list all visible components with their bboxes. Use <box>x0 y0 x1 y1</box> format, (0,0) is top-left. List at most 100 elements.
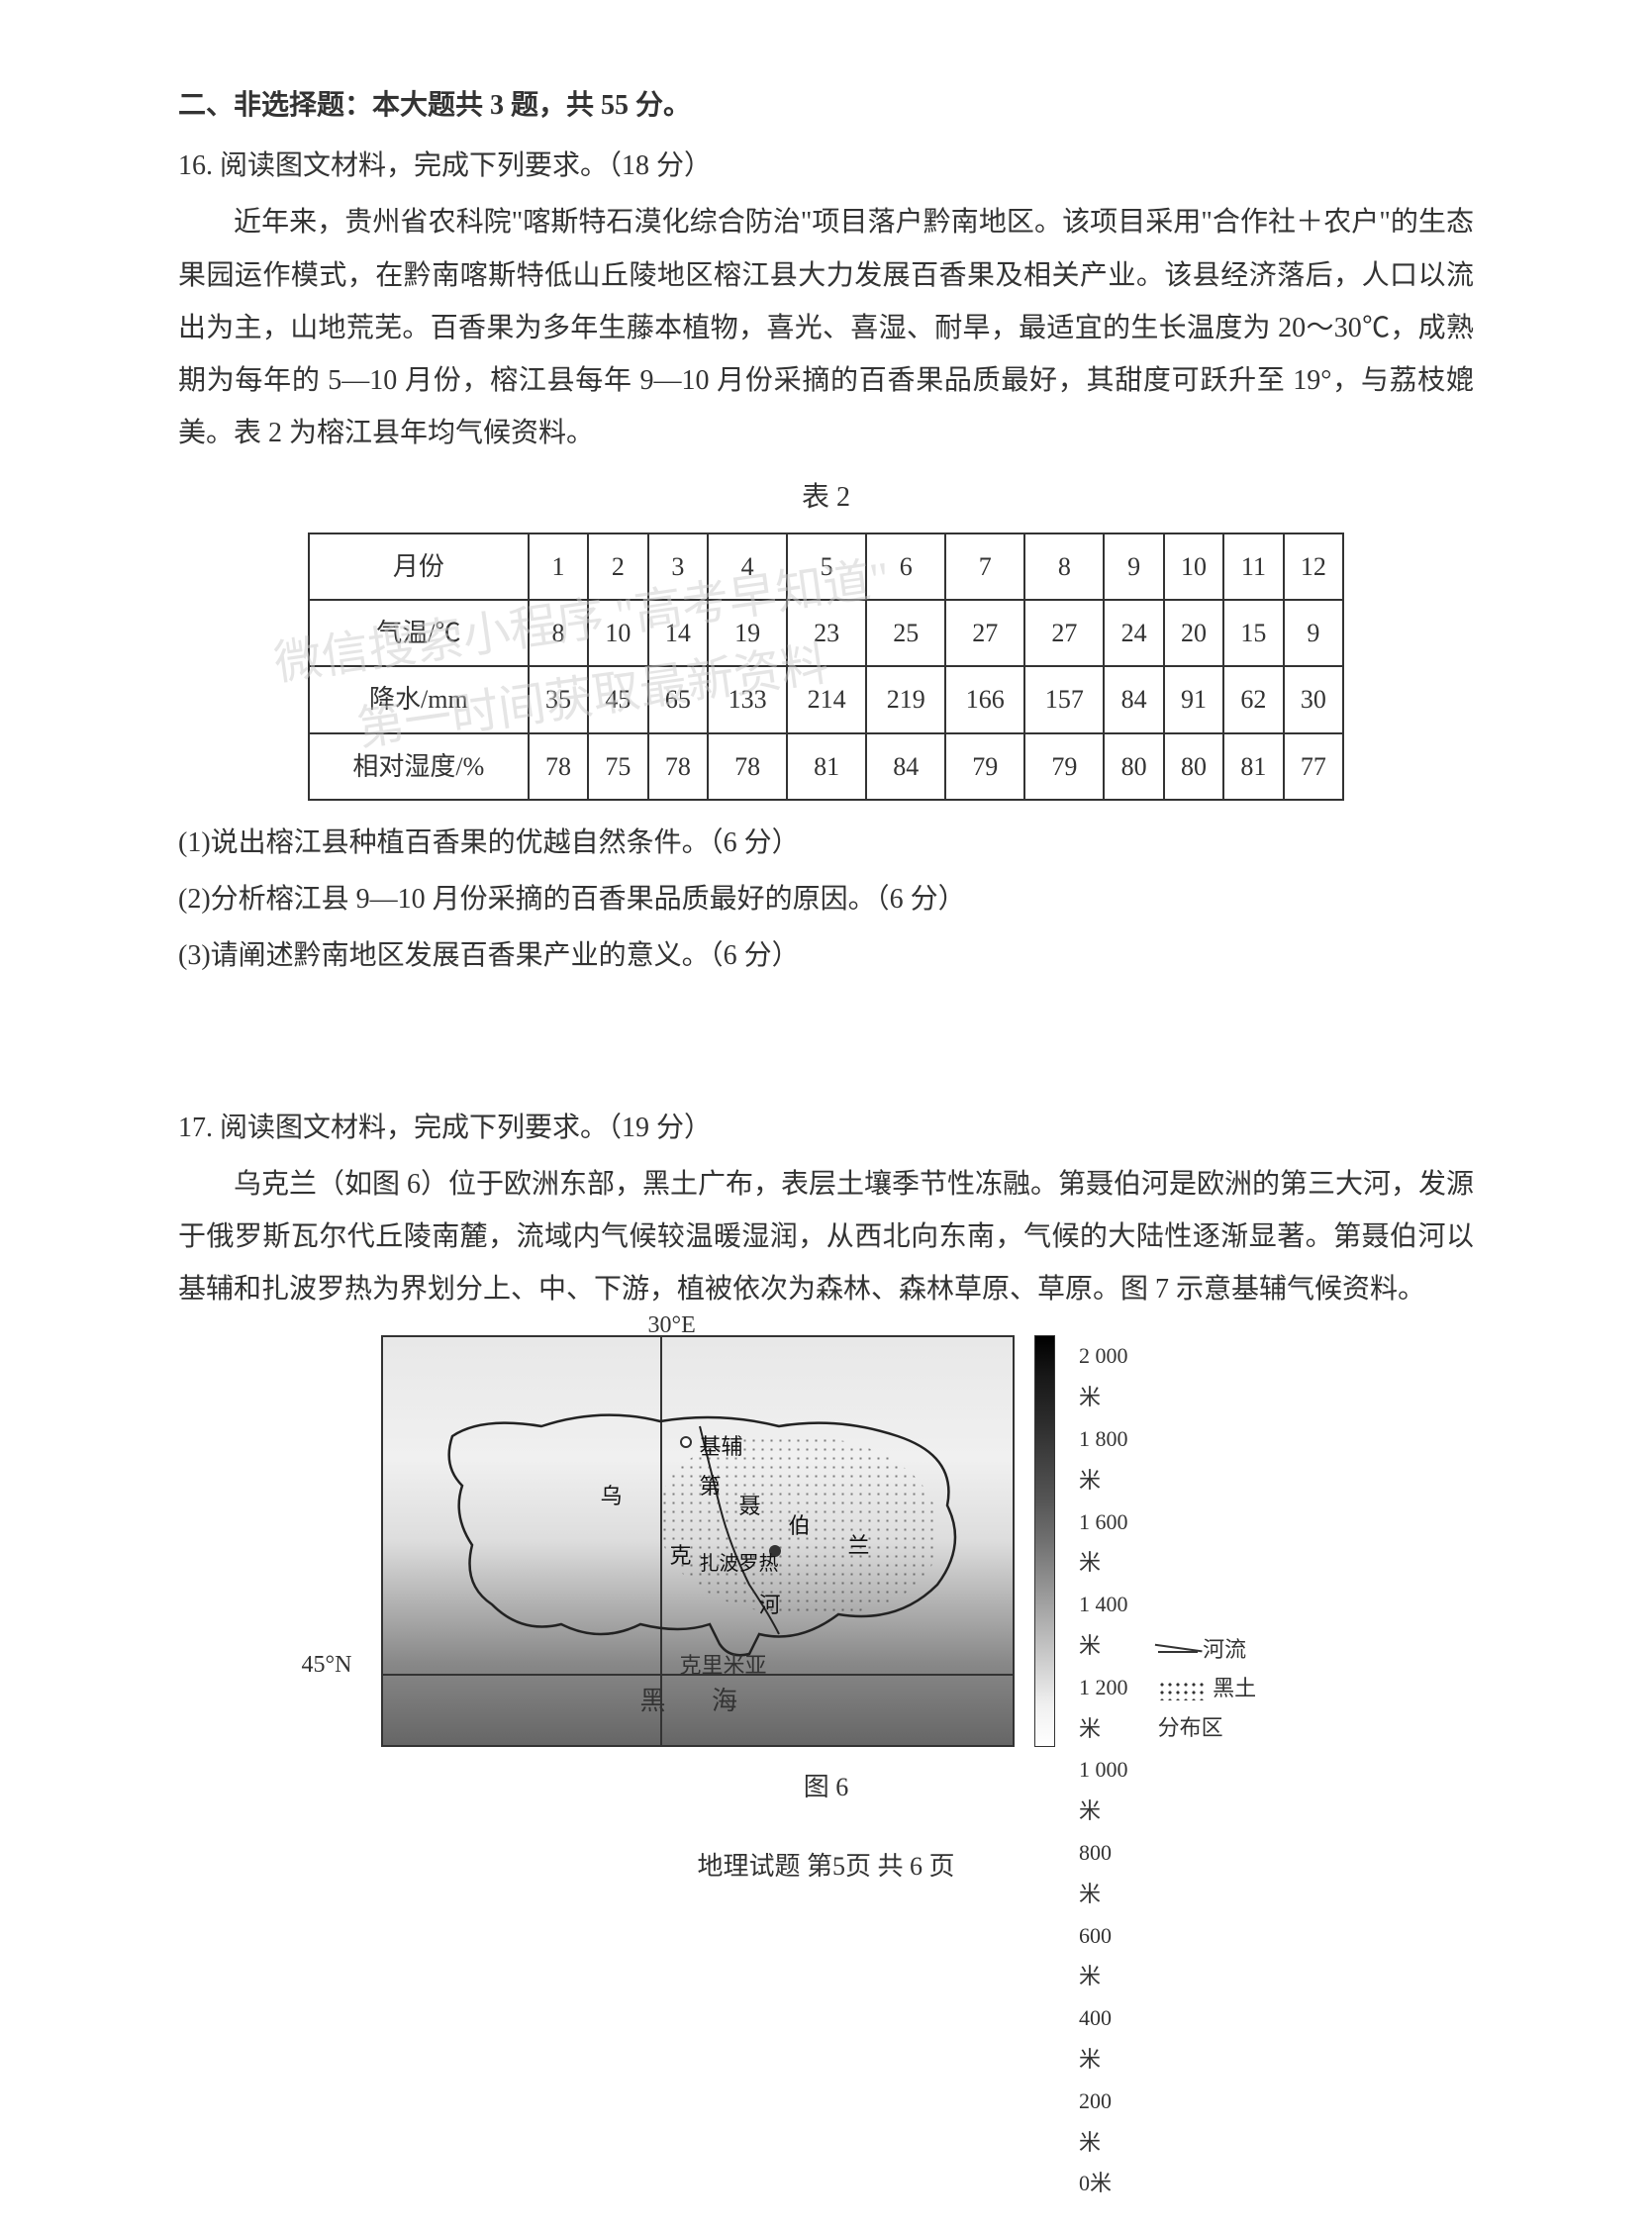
td: 23 <box>787 600 866 666</box>
td: 80 <box>1164 733 1223 800</box>
th: 10 <box>1164 533 1223 600</box>
td: 157 <box>1024 666 1104 732</box>
td: 78 <box>648 733 708 800</box>
country-char-1: 乌 <box>601 1476 623 1517</box>
td: 25 <box>866 600 945 666</box>
th: 2 <box>588 533 647 600</box>
dnieper-char-1: 第 <box>700 1466 722 1507</box>
elev-label: 600米 <box>1079 1915 1128 1998</box>
td: 75 <box>588 733 647 800</box>
td: 45 <box>588 666 647 732</box>
th: 12 <box>1284 533 1343 600</box>
elev-label: 400米 <box>1079 1997 1128 2081</box>
elev-label: 800米 <box>1079 1832 1128 1915</box>
td: 30 <box>1284 666 1343 732</box>
td: 81 <box>787 733 866 800</box>
elev-label: 1 200米 <box>1079 1667 1128 1750</box>
td: 8 <box>529 600 588 666</box>
ukraine-map: 基辅 乌 克 兰 第 聂 伯 河 扎波罗热 克里米亚 黑 海 <box>381 1335 1015 1747</box>
th: 1 <box>529 533 588 600</box>
td: 27 <box>945 600 1024 666</box>
section-header: 二、非选择题：本大题共 3 题，共 55 分。 <box>178 79 1474 132</box>
th: 9 <box>1104 533 1163 600</box>
td: 35 <box>529 666 588 732</box>
td: 14 <box>648 600 708 666</box>
elev-label: 0米 <box>1079 2163 1128 2204</box>
td: 77 <box>1284 733 1343 800</box>
td: 80 <box>1104 733 1163 800</box>
td: 78 <box>529 733 588 800</box>
q16-sub3: (3)请阐述黔南地区发展百香果产业的意义。（6 分） <box>178 929 1474 982</box>
figure-caption: 图 6 <box>381 1763 1272 1811</box>
td: 214 <box>787 666 866 732</box>
q16-paragraph: 近年来，贵州省农科院"喀斯特石漠化综合防治"项目落户黔南地区。该项目采用"合作社… <box>178 196 1474 459</box>
td: 79 <box>945 733 1024 800</box>
elev-label: 1 600米 <box>1079 1502 1128 1585</box>
td: 15 <box>1223 600 1283 666</box>
dotted-pattern-icon <box>1158 1681 1208 1700</box>
dnieper-char-4: 河 <box>759 1585 781 1626</box>
black-sea-label: 黑 海 <box>640 1677 758 1725</box>
country-char-2: 克 <box>670 1535 692 1577</box>
zaporozhye-label: 扎波罗热 <box>700 1545 779 1583</box>
td: 相对湿度/% <box>309 733 529 800</box>
blacksoil-legend: 黑土分布区 <box>1158 1669 1272 1747</box>
th: 月份 <box>309 533 529 600</box>
table-row: 气温/℃ 8 10 14 19 23 25 27 27 24 20 15 9 <box>309 600 1343 666</box>
elev-label: 2 000米 <box>1079 1335 1128 1418</box>
elevation-scale-bar <box>1034 1335 1055 1747</box>
kyiv-label: 基辅 <box>700 1426 743 1468</box>
td: 65 <box>648 666 708 732</box>
td: 27 <box>1024 600 1104 666</box>
elev-label: 1 000米 <box>1079 1749 1128 1832</box>
td: 79 <box>1024 733 1104 800</box>
q17-paragraph: 乌克兰（如图 6）位于欧洲东部，黑土广布，表层土壤季节性冻融。第聂伯河是欧洲的第… <box>178 1158 1474 1316</box>
elevation-labels: 2 000米 1 800米 1 600米 1 400米 1 200米 1 000… <box>1079 1335 1128 1747</box>
td: 62 <box>1223 666 1283 732</box>
table-header-row: 月份 1 2 3 4 5 6 7 8 9 10 11 12 <box>309 533 1343 600</box>
q17-prompt: 17. 阅读图文材料，完成下列要求。（19 分） <box>178 1102 1474 1154</box>
td: 10 <box>588 600 647 666</box>
dnieper-char-3: 伯 <box>789 1505 811 1547</box>
td: 84 <box>1104 666 1163 732</box>
td: 133 <box>708 666 787 732</box>
kyiv-dot <box>680 1436 692 1448</box>
td: 19 <box>708 600 787 666</box>
q16-sub2: (2)分析榕江县 9—10 月份采摘的百香果品质最好的原因。（6 分） <box>178 873 1474 925</box>
th: 5 <box>787 533 866 600</box>
q16-sub1: (1)说出榕江县种植百香果的优越自然条件。（6 分） <box>178 817 1474 869</box>
th: 6 <box>866 533 945 600</box>
th: 7 <box>945 533 1024 600</box>
table-row: 降水/mm 35 45 65 133 214 219 166 157 84 91… <box>309 666 1343 732</box>
table-caption: 表 2 <box>178 471 1474 524</box>
td: 84 <box>866 733 945 800</box>
page-footer: 地理试题 第5页 共 6 页 <box>178 1842 1474 1890</box>
elev-label: 1 800米 <box>1079 1418 1128 1502</box>
climate-table: 月份 1 2 3 4 5 6 7 8 9 10 11 12 气温/℃ 8 10 … <box>308 533 1344 802</box>
td: 9 <box>1284 600 1343 666</box>
td: 20 <box>1164 600 1223 666</box>
td: 降水/mm <box>309 666 529 732</box>
country-char-3: 兰 <box>848 1525 870 1567</box>
map-legend: 河流 黑土分布区 <box>1158 1630 1272 1748</box>
td: 24 <box>1104 600 1163 666</box>
q16-prompt: 16. 阅读图文材料，完成下列要求。（18 分） <box>178 140 1474 192</box>
th: 11 <box>1223 533 1283 600</box>
elev-label: 1 400米 <box>1079 1584 1128 1667</box>
river-line-icon <box>1158 1651 1198 1653</box>
elev-label: 200米 <box>1079 2081 1128 2164</box>
th: 4 <box>708 533 787 600</box>
th: 8 <box>1024 533 1104 600</box>
td: 91 <box>1164 666 1223 732</box>
map-container: 30°E 45°N 基辅 乌 克 <box>381 1335 1272 1811</box>
table-row: 相对湿度/% 78 75 78 78 81 84 79 79 80 80 81 … <box>309 733 1343 800</box>
td: 166 <box>945 666 1024 732</box>
td: 78 <box>708 733 787 800</box>
td: 219 <box>866 666 945 732</box>
td: 81 <box>1223 733 1283 800</box>
river-legend: 河流 <box>1158 1630 1272 1670</box>
dnieper-char-2: 聂 <box>739 1486 761 1527</box>
th: 3 <box>648 533 708 600</box>
td: 气温/℃ <box>309 600 529 666</box>
latitude-label: 45°N <box>302 1643 352 1689</box>
